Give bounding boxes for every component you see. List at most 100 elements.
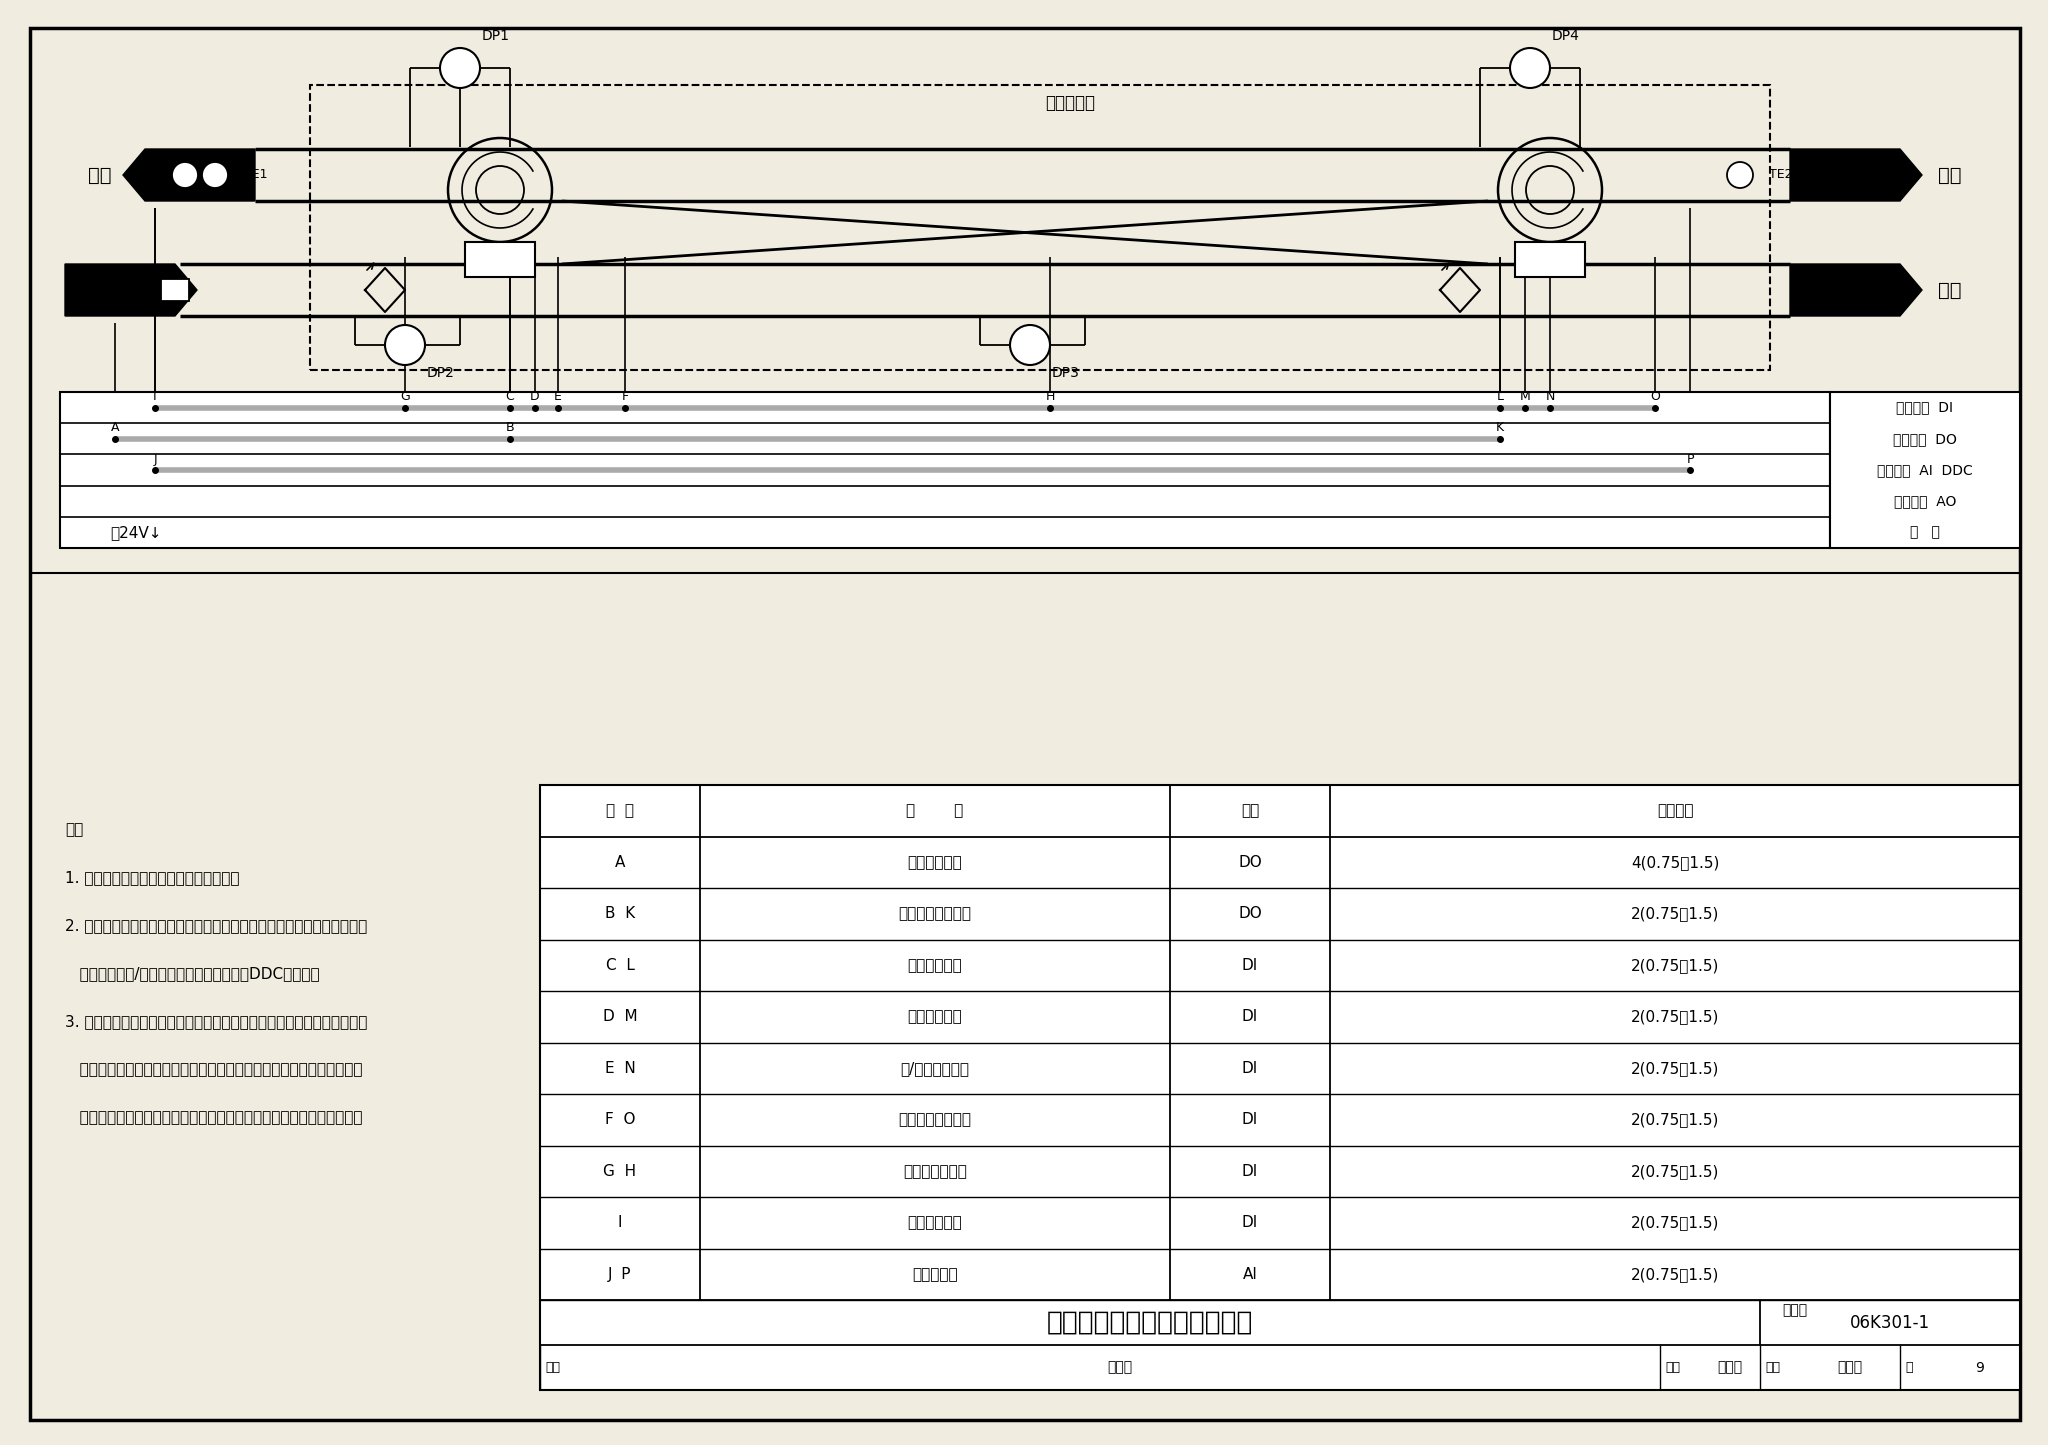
Circle shape [1509, 48, 1550, 88]
Text: D  M: D M [602, 1009, 637, 1025]
Bar [465, 241, 535, 277]
Text: O: O [1651, 390, 1661, 403]
Text: E: E [555, 390, 561, 403]
Text: ΔP: ΔP [397, 340, 412, 350]
Circle shape [172, 162, 199, 188]
Text: I: I [618, 1215, 623, 1230]
Bar [1831, 392, 2019, 548]
Circle shape [203, 162, 227, 188]
Text: 模拟输入  AI  DDC: 模拟输入 AI DDC [1878, 462, 1972, 477]
Text: 新风: 新风 [88, 280, 113, 299]
Text: ΔP: ΔP [1524, 64, 1538, 74]
Bar [541, 785, 2019, 1390]
Text: F  O: F O [604, 1113, 635, 1127]
Text: 作、故障及手/自动状态。以上内容应能在DDC上显示。: 作、故障及手/自动状态。以上内容应能在DDC上显示。 [66, 967, 319, 981]
Polygon shape [123, 149, 256, 201]
Text: 2(0.75～1.5): 2(0.75～1.5) [1630, 1113, 1718, 1127]
Text: T: T [182, 171, 188, 181]
Text: T: T [211, 171, 219, 181]
Text: 于设定値时，故障报警并停机。过滤器两侧压差高于设定値时，自动报: 于设定値时，故障报警并停机。过滤器两侧压差高于设定値时，自动报 [66, 1062, 362, 1078]
Text: ΔP: ΔP [453, 64, 467, 74]
Text: 2(0.75～1.5): 2(0.75～1.5) [1630, 906, 1718, 922]
Text: DP1: DP1 [481, 29, 510, 43]
Text: 1. 控制对象：电动开关风阀、风机启停。: 1. 控制对象：电动开关风阀、风机启停。 [66, 870, 240, 886]
Text: 送风: 送风 [1937, 166, 1962, 185]
Text: 2(0.75～1.5): 2(0.75～1.5) [1630, 1009, 1718, 1025]
Text: 状态: 状态 [1241, 803, 1260, 818]
Text: C  L: C L [606, 958, 635, 972]
Text: N: N [1546, 390, 1554, 403]
Bar [1516, 241, 1585, 277]
Text: 李远学: 李远学 [1108, 1361, 1133, 1374]
Text: 故障状态信号: 故障状态信号 [907, 1009, 963, 1025]
Text: 页: 页 [1905, 1361, 1913, 1374]
Text: 用        途: 用 途 [907, 803, 965, 818]
Text: J: J [154, 452, 158, 465]
Text: DP4: DP4 [1552, 29, 1579, 43]
Bar [162, 279, 188, 301]
Text: 防冻开关信号: 防冻开关信号 [907, 1215, 963, 1230]
Circle shape [1726, 162, 1753, 188]
Text: F: F [621, 390, 629, 403]
Text: AI: AI [1243, 1267, 1257, 1282]
Text: E  N: E N [604, 1061, 635, 1075]
Text: 2. 检测内容：送、排风温度；过滤器堵塞信号、防冻信号；风机启停、工: 2. 检测内容：送、排风温度；过滤器堵塞信号、防冻信号；风机启停、工 [66, 919, 367, 933]
Text: M: M [1520, 390, 1530, 403]
Text: 9: 9 [1976, 1361, 1985, 1374]
Text: K: K [1495, 422, 1503, 435]
Text: DO: DO [1239, 906, 1262, 922]
Text: 宋长辉: 宋长辉 [1718, 1361, 1743, 1374]
Circle shape [440, 48, 479, 88]
Text: 排风: 排风 [88, 166, 113, 185]
Text: 新风换气机: 新风换气机 [1044, 94, 1096, 113]
Circle shape [385, 325, 426, 366]
Text: G: G [399, 390, 410, 403]
Text: 2(0.75～1.5): 2(0.75～1.5) [1630, 1163, 1718, 1179]
Text: TE1: TE1 [244, 169, 268, 182]
Text: 代  号: 代 号 [606, 803, 635, 818]
Text: 手/自动转换信号: 手/自动转换信号 [901, 1061, 969, 1075]
Text: 设计: 设计 [1765, 1361, 1780, 1374]
Text: DI: DI [1241, 1061, 1257, 1075]
Text: 风机压差检测信号: 风机压差检测信号 [899, 1113, 971, 1127]
Text: DI: DI [1241, 1113, 1257, 1127]
Text: DI: DI [1241, 1215, 1257, 1230]
Text: A: A [111, 422, 119, 435]
Text: 电动开关风阀: 电动开关风阀 [907, 855, 963, 870]
Text: DI: DI [1241, 1163, 1257, 1179]
Text: 过滤器堵塞信号: 过滤器堵塞信号 [903, 1163, 967, 1179]
Text: AC: AC [1538, 251, 1563, 269]
Text: TE2: TE2 [1769, 169, 1792, 182]
Text: DI: DI [1241, 1009, 1257, 1025]
Text: DI: DI [1241, 958, 1257, 972]
Text: MD1: MD1 [127, 283, 156, 296]
Text: H: H [1044, 390, 1055, 403]
Text: G  H: G H [604, 1163, 637, 1179]
Text: 3. 联锁及保护：风机启停、风阀联动开闭。风机启动以后，其两侧压差低: 3. 联锁及保护：风机启停、风阀联动开闭。风机启动以后，其两侧压差低 [66, 1014, 367, 1029]
Text: 图集号: 图集号 [1782, 1303, 1808, 1316]
Text: 殷德刚: 殷德刚 [1837, 1361, 1862, 1374]
Bar [309, 85, 1769, 370]
Text: 模拟输出  AO: 模拟输出 AO [1894, 494, 1956, 509]
Text: 数字输入  DI: 数字输入 DI [1896, 400, 1954, 415]
Text: 数字输出  DO: 数字输出 DO [1892, 432, 1958, 447]
Polygon shape [66, 264, 197, 316]
Text: B  K: B K [604, 906, 635, 922]
Text: 工作状态信号: 工作状态信号 [907, 958, 963, 972]
Text: M: M [170, 283, 180, 296]
Text: 注：: 注： [66, 822, 84, 838]
Text: L: L [1497, 390, 1503, 403]
Text: ～24V↓: ～24V↓ [111, 525, 162, 540]
Text: AC: AC [487, 251, 512, 269]
Text: 校对: 校对 [1665, 1361, 1679, 1374]
Text: J  P: J P [608, 1267, 631, 1282]
Text: D: D [530, 390, 541, 403]
Text: 导线规格: 导线规格 [1657, 803, 1694, 818]
Text: I: I [154, 390, 158, 403]
Text: A: A [614, 855, 625, 870]
Text: 审核: 审核 [545, 1361, 559, 1374]
Text: 2(0.75～1.5): 2(0.75～1.5) [1630, 1215, 1718, 1230]
Text: 不带旁通系统控制互连接线图: 不带旁通系统控制互连接线图 [1047, 1309, 1253, 1335]
Text: DO: DO [1239, 855, 1262, 870]
Text: 2(0.75～1.5): 2(0.75～1.5) [1630, 1267, 1718, 1282]
